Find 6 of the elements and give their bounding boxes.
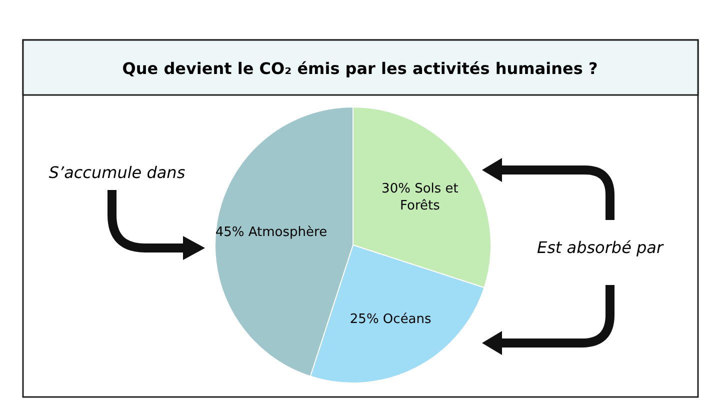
slice-label: 25% Océans [350, 312, 432, 327]
slice-label: 30% Sols et Forêts [382, 181, 458, 214]
text: S’accumule dans [48, 163, 186, 182]
slice-label: 45% Atmosphère [215, 225, 328, 240]
chart-title: Que devient le CO₂ émis par les activités humaines ? [122, 59, 598, 78]
text: Est absorbé par [536, 238, 664, 257]
